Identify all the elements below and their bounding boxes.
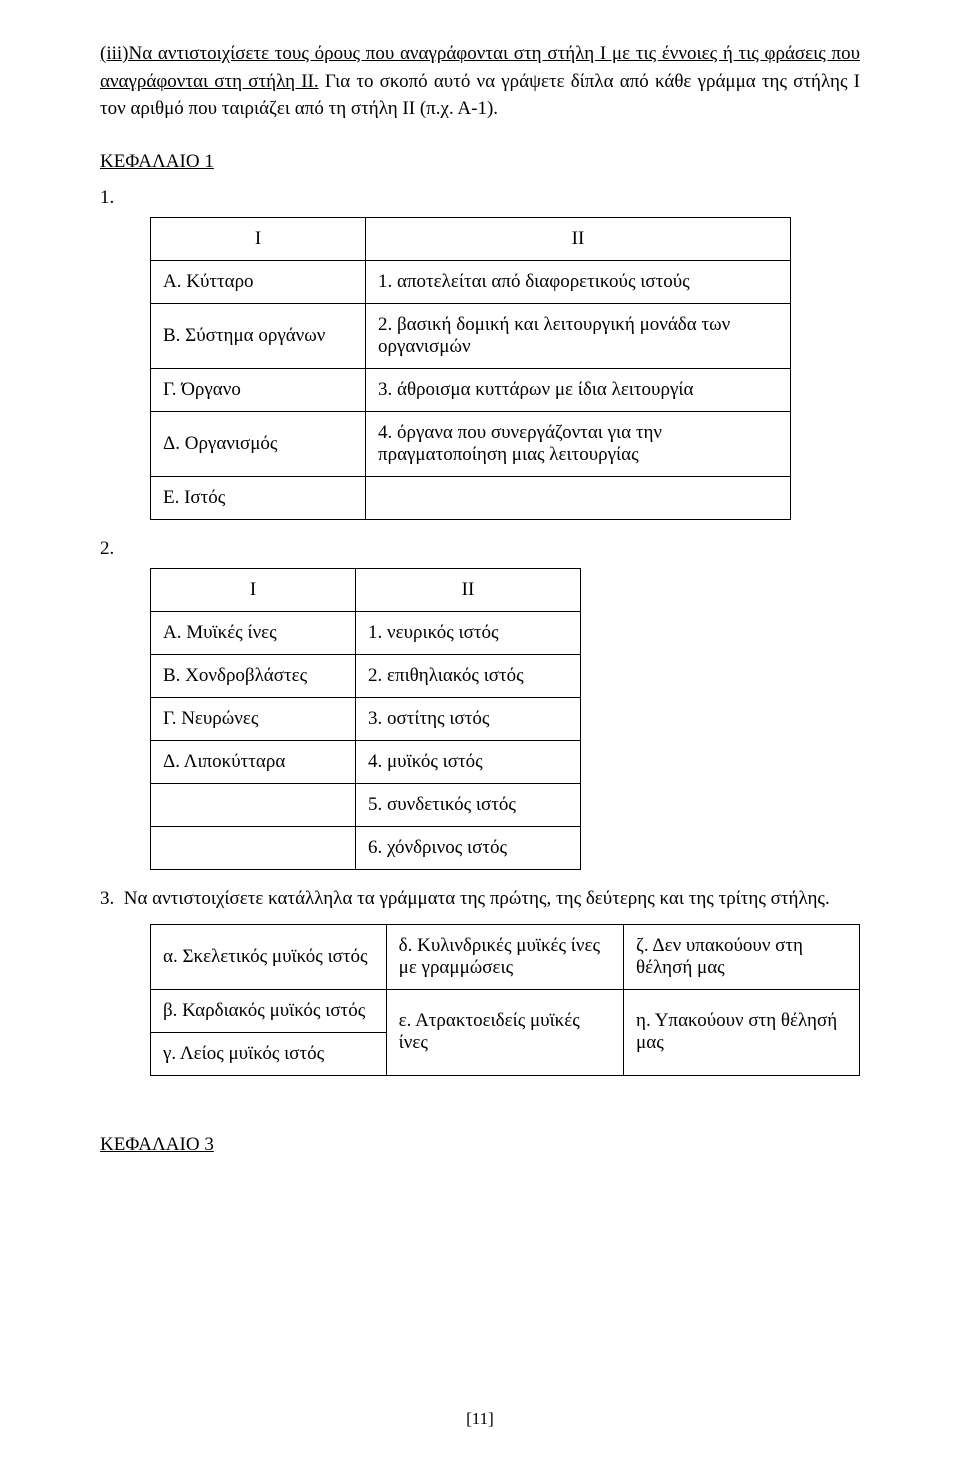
cell: ε. Ατρακτοειδείς μυϊκές ίνες [386, 989, 623, 1075]
question-3-number: 3. [100, 888, 114, 909]
table-row: β. Καρδιακός μυϊκός ιστός ε. Ατρακτοειδε… [151, 989, 860, 1032]
table-row: Β. Σύστημα οργάνων 2. βασική δομική και … [151, 303, 791, 368]
cell: 3. άθροισμα κυττάρων με ίδια λειτουργία [366, 368, 791, 411]
cell [366, 476, 791, 519]
table-row: Ι ΙΙ [151, 568, 581, 611]
cell: Β. Χονδροβλάστες [151, 654, 356, 697]
cell: Δ. Οργανισμός [151, 411, 366, 476]
table-row: 6. χόνδρινος ιστός [151, 826, 581, 869]
cell: δ. Κυλινδρικές μυϊκές ίνες με γραμμώσεις [386, 924, 623, 989]
table-2: Ι ΙΙ Α. Μυϊκές ίνες 1. νευρικός ιστός Β.… [150, 568, 581, 870]
table-row: Γ. Όργανο 3. άθροισμα κυττάρων με ίδια λ… [151, 368, 791, 411]
cell: Γ. Όργανο [151, 368, 366, 411]
table-2-col2-header: ΙΙ [356, 568, 581, 611]
cell: 1. αποτελείται από διαφορετικούς ιστούς [366, 260, 791, 303]
cell: γ. Λείος μυϊκός ιστός [151, 1032, 387, 1075]
table-row: 5. συνδετικός ιστός [151, 783, 581, 826]
cell: Β. Σύστημα οργάνων [151, 303, 366, 368]
cell: Ε. Ιστός [151, 476, 366, 519]
cell [151, 783, 356, 826]
spacer [100, 1094, 860, 1122]
cell: η. Υπακούουν στη θέλησή μας [624, 989, 860, 1075]
cell: 2. επιθηλιακός ιστός [356, 654, 581, 697]
table-row: Β. Χονδροβλάστες 2. επιθηλιακός ιστός [151, 654, 581, 697]
cell: 1. νευρικός ιστός [356, 611, 581, 654]
chapter1-heading: ΚΕΦΑΛΑΙΟ 1 [100, 151, 860, 173]
cell: 4. όργανα που συνεργάζονται για την πραγ… [366, 411, 791, 476]
question-3: 3. Να αντιστοιχίσετε κατάλληλα τα γράμμα… [100, 888, 860, 910]
cell: Δ. Λιποκύτταρα [151, 740, 356, 783]
table-1: Ι ΙΙ Α. Κύτταρο 1. αποτελείται από διαφο… [150, 217, 791, 520]
page-number-footer: [11] [0, 1409, 960, 1429]
table-3: α. Σκελετικός μυϊκός ιστός δ. Κυλινδρικέ… [150, 924, 860, 1076]
table-row: Α. Μυϊκές ίνες 1. νευρικός ιστός [151, 611, 581, 654]
cell: 3. οστίτης ιστός [356, 697, 581, 740]
cell: 2. βασική δομική και λειτουργική μονάδα … [366, 303, 791, 368]
cell [151, 826, 356, 869]
cell: Α. Κύτταρο [151, 260, 366, 303]
question-1-number: 1. [100, 187, 860, 209]
cell: 4. μυϊκός ιστός [356, 740, 581, 783]
cell: β. Καρδιακός μυϊκός ιστός [151, 989, 387, 1032]
page: (iii)Να αντιστοιχίσετε τους όρους που αν… [0, 0, 960, 1463]
cell: 6. χόνδρινος ιστός [356, 826, 581, 869]
cell: Α. Μυϊκές ίνες [151, 611, 356, 654]
cell: ζ. Δεν υπακούουν στη θέλησή μας [624, 924, 860, 989]
cell: Γ. Νευρώνες [151, 697, 356, 740]
table-row: Ε. Ιστός [151, 476, 791, 519]
table-row: Ι ΙΙ [151, 217, 791, 260]
question-3-text: Να αντιστοιχίσετε κατάλληλα τα γράμματα … [124, 888, 830, 909]
chapter3-heading: ΚΕΦΑΛΑΙΟ 3 [100, 1134, 860, 1156]
table-row: α. Σκελετικός μυϊκός ιστός δ. Κυλινδρικέ… [151, 924, 860, 989]
intro-prefix: (iii) [100, 43, 129, 64]
table-row: Α. Κύτταρο 1. αποτελείται από διαφορετικ… [151, 260, 791, 303]
question-2-number: 2. [100, 538, 860, 560]
table-1-col2-header: ΙΙ [366, 217, 791, 260]
table-row: Γ. Νευρώνες 3. οστίτης ιστός [151, 697, 581, 740]
table-1-col1-header: Ι [151, 217, 366, 260]
table-row: Δ. Λιποκύτταρα 4. μυϊκός ιστός [151, 740, 581, 783]
table-2-col1-header: Ι [151, 568, 356, 611]
table-row: Δ. Οργανισμός 4. όργανα που συνεργάζοντα… [151, 411, 791, 476]
cell: 5. συνδετικός ιστός [356, 783, 581, 826]
intro-paragraph: (iii)Να αντιστοιχίσετε τους όρους που αν… [100, 40, 860, 123]
cell: α. Σκελετικός μυϊκός ιστός [151, 924, 387, 989]
